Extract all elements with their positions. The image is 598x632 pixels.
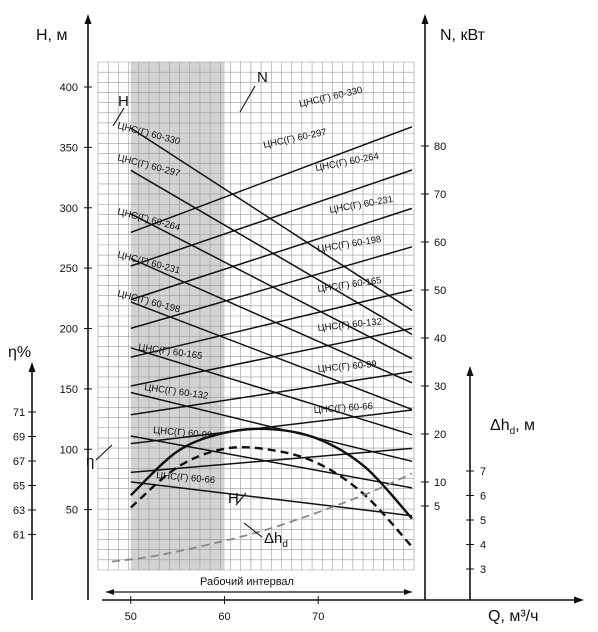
n-series-label: N [257,69,268,86]
h-curve [130,435,413,489]
eta-axis-tick-label: 63 [13,505,25,517]
h-axis-tick-label: 350 [60,142,78,154]
dh-axis-arrow [466,366,474,376]
n-axis-tick-label: 40 [434,333,446,345]
q-axis-arrow [574,596,584,604]
n-curve [130,370,413,416]
h-curve-label: ЦНС(Г) 60-66 [156,470,216,486]
q-axis-tick-label: 60 [218,611,230,623]
h-curve [130,301,413,411]
n-curve-label: ЦНС(Г) 60-99 [317,359,377,375]
dh-axis-tick-label: 6 [480,491,486,503]
n-axis-tick-label: 50 [434,285,446,297]
h-curve [130,257,413,384]
eta-axis-tick-label: 61 [13,530,25,542]
h-curve [130,169,413,336]
h-curve-label: ЦНС(Г) 60-99 [153,425,213,441]
n-axis-tick-label: 80 [434,141,446,153]
q-axis-tick-label: 70 [312,611,324,623]
n-curve [130,246,413,330]
h-series-label-bottom: H [228,490,239,507]
dh-curve [111,472,413,563]
working-interval-label: Рабочий интервал [200,576,294,588]
eta-series-label: η [86,453,94,470]
n-axis-tick-label: 10 [434,477,446,489]
n-curve-label: ЦНС(Г) 60-66 [313,401,373,416]
h-axis-title: H, м [36,27,67,44]
h-axis-tick-label: 400 [60,82,78,94]
h-axis-tick-label: 300 [60,203,78,215]
n-axis-tick-label: 60 [434,237,446,249]
q-axis-tick-label: 50 [125,611,137,623]
h-curve [130,481,413,517]
n-curve [130,289,413,358]
n-curve-label: ЦНС(Г) 60-330 [298,85,363,110]
q-axis-title: Q, м³/ч [488,608,538,625]
h-curve [130,127,413,312]
n-curve-label: ЦНС(Г) 60-165 [317,275,382,295]
n-curve-label: ЦНС(Г) 60-231 [329,194,394,216]
n-axis-tick-label: 5 [434,501,440,513]
n-curve-label: ЦНС(Г) 60-264 [314,151,379,174]
eta-axis-tick-label: 69 [13,432,25,444]
eta-label-leader [95,444,113,461]
n-axis-title: N, кВт [440,27,486,44]
n-axis-tick-label: 20 [434,429,446,441]
arrow-head-right [404,589,412,595]
h-axis-tick-label: 200 [60,324,78,336]
h-curve [130,213,413,360]
h-axis-tick-label: 250 [60,263,78,275]
n-curve [130,126,413,234]
dh-series-label: Δhd [264,530,288,550]
h-axis-tick-label: 150 [60,384,78,396]
n-label-leader [239,85,256,113]
n-curve [130,409,413,445]
h-axis-tick-label: 100 [60,444,78,456]
n-axis-tick-label: 30 [434,381,446,393]
h-label-leader-top [112,107,125,127]
n-axis-arrow [421,14,429,24]
eta-axis-tick-label: 65 [13,481,25,493]
eta-curve-solid [129,427,413,520]
eta-axis-arrow [28,362,36,372]
dh-axis-tick-label: 5 [480,515,486,527]
dh-axis-title: Δhd, м [490,417,535,437]
n-curve [130,327,413,387]
dh-axis-tick-label: 3 [480,564,486,576]
h-series-label-top: H [118,93,129,110]
eta-axis-tick-label: 71 [13,407,25,419]
dh-label-leader [243,522,263,538]
arrow-head-left [106,589,114,595]
working-interval-label-bg [196,572,326,588]
working-interval: Рабочий интервал [106,572,412,595]
n-curve-label: ЦНС(Г) 60-132 [317,316,382,334]
dh-axis-tick-label: 7 [480,466,486,478]
h-curve [130,347,413,436]
h-axis-tick-label: 50 [66,505,78,517]
n-curve [130,207,413,301]
n-curve-label: ЦНС(Г) 60-198 [317,234,382,255]
n-axis-tick-label: 70 [434,189,446,201]
h-axis-arrow [84,14,92,24]
n-curve-label: ЦНС(Г) 60-297 [262,127,327,151]
dh-axis-tick-label: 4 [480,540,486,552]
n-curve [130,447,413,474]
eta-axis-title: η% [8,344,31,361]
n-curve [130,169,413,267]
h-label-leader-bottom [235,492,247,506]
eta-axis-tick-label: 67 [13,456,25,468]
